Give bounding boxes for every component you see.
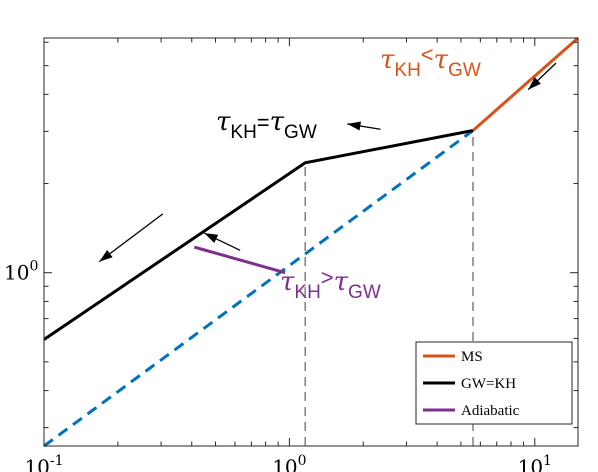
arrow-layer [98,62,557,263]
arrow-head [99,250,113,262]
arrow-head [528,77,541,90]
series-adiabatic [193,245,286,275]
arrow-0 [527,62,557,91]
series-ms [472,36,579,132]
plot-area-frame [43,37,579,447]
y-tick-label: 100 [4,259,38,285]
arrow-1 [347,121,381,131]
arrow-head [204,233,219,243]
arrow-3 [98,213,164,263]
annotation-equal: τKH=τGW [216,107,317,143]
legend-label-gwkh: GW=KH [461,376,516,392]
annotation-above: τKH<τGW [380,42,481,81]
annotation-below: τKH>τGW [280,265,381,303]
legend: MS GW=KH Adiabatic [415,341,573,425]
arrow-2 [204,232,241,251]
arrow-shaft [98,213,164,263]
x-tick-label: 10-1 [24,453,63,472]
series-gw-kh [43,129,474,341]
x-tick-label: 100 [272,453,306,472]
arrow-head [347,121,361,131]
x-tick-label: 101 [518,453,552,472]
legend-label-adiabatic: Adiabatic [461,403,520,419]
legend-label-ms: MS [461,349,483,365]
series-diagonal-3 [43,129,474,448]
tick-layer: 10-1 100 101 100 [4,38,578,472]
